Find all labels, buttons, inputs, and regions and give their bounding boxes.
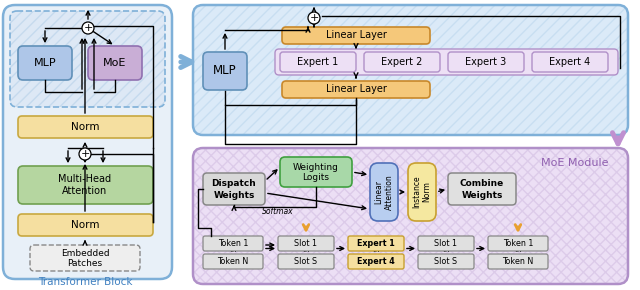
- Text: ...: ...: [372, 246, 380, 255]
- Text: Expert 1: Expert 1: [298, 57, 339, 67]
- FancyBboxPatch shape: [203, 236, 263, 251]
- Text: Expert 4: Expert 4: [357, 257, 395, 266]
- Text: +: +: [83, 23, 93, 33]
- Text: MLP: MLP: [34, 58, 56, 68]
- Text: MLP: MLP: [213, 64, 237, 77]
- Text: Norm: Norm: [71, 122, 99, 132]
- FancyBboxPatch shape: [88, 46, 142, 80]
- Text: Linear
Attention: Linear Attention: [374, 174, 394, 210]
- FancyBboxPatch shape: [418, 236, 474, 251]
- Text: Softmax: Softmax: [262, 206, 294, 215]
- Text: Slot S: Slot S: [435, 257, 458, 266]
- Text: Linear Layer: Linear Layer: [326, 30, 387, 41]
- Text: ...: ...: [229, 246, 237, 255]
- FancyBboxPatch shape: [364, 52, 440, 72]
- FancyBboxPatch shape: [193, 5, 628, 135]
- Circle shape: [79, 148, 91, 160]
- FancyBboxPatch shape: [30, 245, 140, 271]
- Text: Linear Layer: Linear Layer: [326, 84, 387, 95]
- FancyBboxPatch shape: [18, 166, 153, 204]
- Text: Dispatch: Dispatch: [212, 179, 257, 188]
- FancyBboxPatch shape: [282, 27, 430, 44]
- FancyBboxPatch shape: [3, 5, 172, 279]
- Text: Weights: Weights: [213, 191, 255, 200]
- FancyBboxPatch shape: [18, 46, 72, 80]
- Text: Multi-Head: Multi-Head: [58, 174, 111, 184]
- FancyBboxPatch shape: [203, 52, 247, 90]
- FancyBboxPatch shape: [532, 52, 608, 72]
- FancyBboxPatch shape: [18, 214, 153, 236]
- FancyBboxPatch shape: [348, 236, 404, 251]
- FancyBboxPatch shape: [278, 254, 334, 269]
- FancyBboxPatch shape: [280, 52, 356, 72]
- Text: Transformer Block: Transformer Block: [38, 277, 132, 287]
- FancyBboxPatch shape: [10, 11, 165, 107]
- Circle shape: [308, 12, 320, 24]
- FancyBboxPatch shape: [488, 254, 548, 269]
- Text: Attention: Attention: [62, 186, 108, 196]
- Text: MoE: MoE: [103, 58, 127, 68]
- FancyBboxPatch shape: [282, 81, 430, 98]
- Text: +: +: [80, 149, 90, 159]
- FancyBboxPatch shape: [275, 49, 618, 75]
- Text: ...: ...: [442, 246, 450, 255]
- Text: ...: ...: [514, 246, 522, 255]
- FancyBboxPatch shape: [418, 254, 474, 269]
- Text: Token 1: Token 1: [218, 239, 248, 248]
- FancyBboxPatch shape: [448, 173, 516, 205]
- Text: Slot 1: Slot 1: [294, 239, 317, 248]
- Text: Token 1: Token 1: [503, 239, 533, 248]
- Text: Token N: Token N: [502, 257, 534, 266]
- Text: Slot S: Slot S: [294, 257, 317, 266]
- FancyBboxPatch shape: [203, 254, 263, 269]
- Text: Combine: Combine: [460, 179, 504, 188]
- FancyBboxPatch shape: [488, 236, 548, 251]
- Text: ...: ...: [302, 246, 310, 255]
- Text: MoE Module: MoE Module: [541, 158, 609, 168]
- Text: Instance
Norm: Instance Norm: [412, 176, 432, 208]
- Text: Slot 1: Slot 1: [435, 239, 458, 248]
- Text: Expert 3: Expert 3: [465, 57, 507, 67]
- Text: Logits: Logits: [303, 173, 330, 182]
- Text: +: +: [309, 13, 319, 23]
- FancyBboxPatch shape: [280, 157, 352, 187]
- Text: Patches: Patches: [67, 258, 102, 267]
- FancyBboxPatch shape: [448, 52, 524, 72]
- FancyBboxPatch shape: [348, 254, 404, 269]
- FancyBboxPatch shape: [408, 163, 436, 221]
- Text: Expert 2: Expert 2: [381, 57, 422, 67]
- Text: Weighting: Weighting: [293, 162, 339, 171]
- Text: Token N: Token N: [218, 257, 248, 266]
- FancyBboxPatch shape: [18, 116, 153, 138]
- FancyBboxPatch shape: [370, 163, 398, 221]
- Text: Expert 1: Expert 1: [357, 239, 395, 248]
- FancyBboxPatch shape: [278, 236, 334, 251]
- FancyBboxPatch shape: [193, 148, 628, 284]
- Circle shape: [82, 22, 94, 34]
- Text: Embedded: Embedded: [61, 249, 109, 258]
- Text: Weights: Weights: [461, 191, 502, 200]
- Text: Expert 4: Expert 4: [549, 57, 591, 67]
- FancyBboxPatch shape: [203, 173, 265, 205]
- Text: Norm: Norm: [71, 220, 99, 230]
